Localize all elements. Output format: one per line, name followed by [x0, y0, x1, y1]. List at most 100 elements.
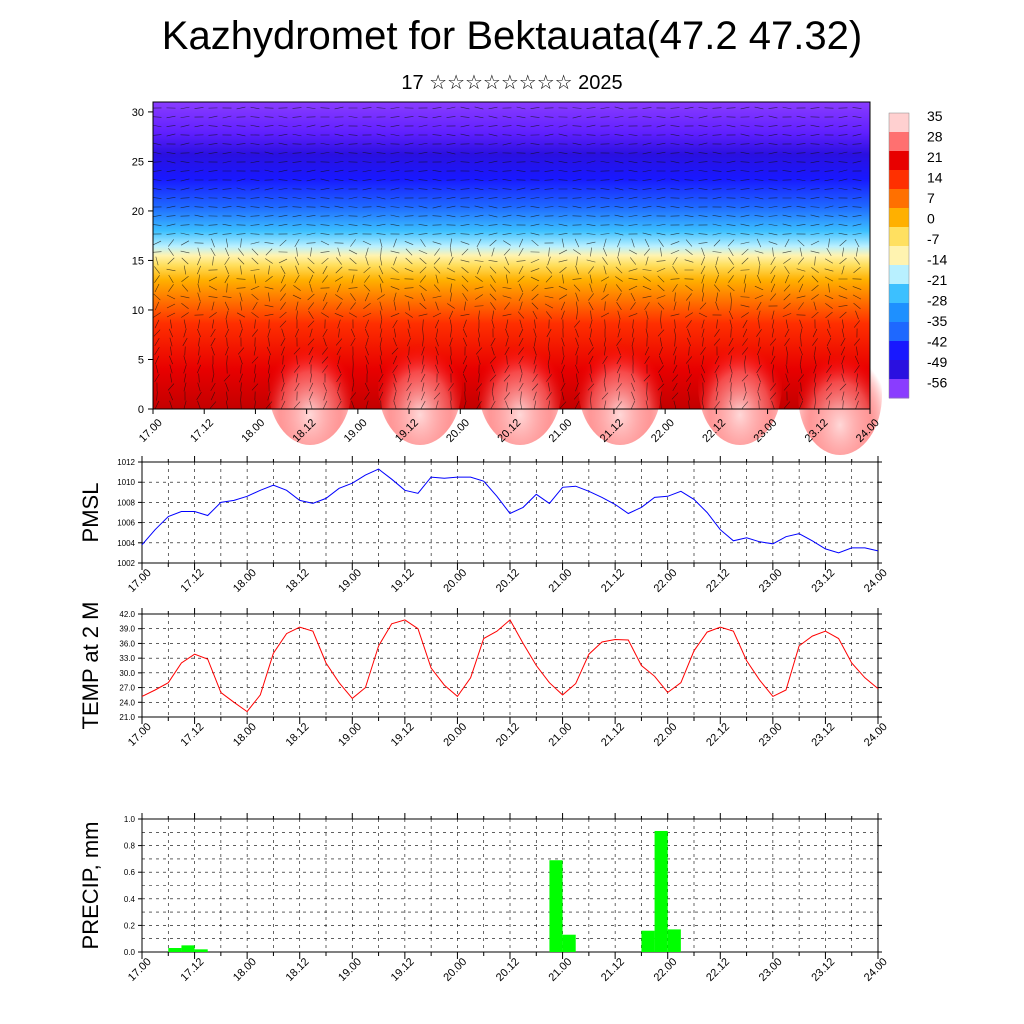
wind-barb: [251, 329, 259, 337]
warm-region: [478, 325, 562, 445]
wind-barb: [281, 382, 285, 392]
wind-barb: [476, 265, 482, 275]
wind-barb: [154, 337, 160, 347]
wind-barb: [657, 302, 665, 310]
wind-barb: [292, 224, 302, 226]
wind-barb: [590, 391, 592, 401]
wind-barb: [408, 346, 410, 356]
wind-barb: [813, 373, 817, 383]
wind-barb: [152, 187, 162, 191]
wind-barb: [784, 238, 790, 248]
wind-barb: [838, 169, 848, 173]
wind-barb: [264, 116, 274, 118]
x-tick-label: 18.00: [231, 956, 259, 984]
wind-barb: [432, 134, 442, 136]
wind-barb: [782, 170, 792, 172]
wind-barb: [782, 151, 792, 155]
wind-barb: [407, 328, 411, 338]
wind-barb: [825, 311, 833, 319]
wind-barb: [379, 337, 383, 347]
wind-barb: [433, 392, 441, 400]
wind-barb: [474, 214, 484, 218]
wind-barb: [657, 383, 665, 391]
wind-barb: [768, 187, 778, 191]
colorbar-label: -28: [927, 293, 947, 309]
wind-barb: [222, 196, 232, 200]
wind-barb: [336, 257, 342, 265]
wind-barb: [715, 382, 719, 392]
wind-barb: [629, 257, 637, 265]
wind-barb: [530, 116, 540, 118]
wind-barb: [390, 124, 400, 128]
wind-barb: [754, 169, 764, 173]
wind-barb: [824, 276, 834, 282]
wind-barb: [169, 373, 173, 383]
wind-barb: [208, 134, 218, 136]
wind-barb: [740, 170, 750, 172]
wind-barb: [783, 302, 791, 310]
wind-barb: [798, 283, 804, 293]
wind-barb: [296, 247, 298, 257]
wind-barb: [225, 238, 229, 248]
wind-barb: [208, 206, 218, 208]
wind-barb: [660, 310, 662, 320]
wind-barb: [294, 382, 300, 392]
wind-barb: [292, 233, 302, 235]
wind-barb: [418, 188, 428, 190]
wind-barb: [588, 337, 594, 347]
wind-barb: [701, 328, 705, 338]
wind-barb: [250, 179, 260, 181]
wind-barb: [726, 107, 736, 109]
wind-barb: [211, 301, 215, 311]
wind-barb: [251, 293, 259, 301]
wind-barb: [800, 382, 802, 392]
wind-barb: [768, 223, 778, 227]
x-tick-label: 21.12: [599, 721, 627, 749]
wind-barb: [586, 124, 596, 128]
x-tick-label: 20.12: [494, 956, 522, 984]
wind-barb: [210, 382, 216, 392]
wind-barb: [768, 107, 778, 109]
wind-barb: [152, 179, 162, 181]
wind-barb: [152, 251, 162, 253]
wind-barb: [379, 346, 383, 356]
wind-barb: [548, 337, 550, 347]
chart-title: Kazhydromet for Bektauata(47.2 47.32): [161, 14, 863, 58]
wind-barb: [572, 115, 582, 119]
wind-barb: [600, 106, 610, 110]
wind-barb: [181, 257, 189, 265]
wind-barb: [154, 319, 160, 329]
wind-barb: [810, 107, 820, 109]
wind-barb: [335, 266, 343, 274]
wind-barb: [853, 302, 861, 310]
wind-barb: [674, 292, 676, 302]
wind-barb: [184, 346, 186, 356]
wind-barb: [757, 310, 761, 320]
wind-barb: [532, 374, 538, 382]
wind-barb: [628, 249, 638, 255]
wind-barb: [603, 283, 607, 293]
wind-barb: [586, 107, 596, 109]
wind-barb: [418, 142, 428, 146]
wind-barb: [376, 196, 386, 200]
wind-barb: [825, 303, 833, 309]
wind-barb: [602, 356, 608, 364]
wind-barb: [502, 233, 512, 235]
wind-barb: [852, 143, 862, 145]
wind-barb: [489, 356, 497, 364]
wind-barb: [460, 197, 470, 199]
wind-barb: [197, 400, 201, 410]
wind-barb: [433, 266, 441, 274]
y-tick-label: 0.2: [124, 921, 136, 930]
wind-barb: [210, 247, 216, 257]
wind-barb: [824, 232, 834, 236]
wind-barb: [600, 116, 610, 118]
colorbar-swatch: [889, 208, 909, 228]
wind-barb: [474, 205, 484, 209]
wind-barb: [169, 337, 173, 347]
wind-barb: [432, 312, 442, 318]
wind-barb: [166, 133, 176, 137]
colorbar-swatch: [889, 322, 909, 342]
wind-barb: [754, 179, 764, 181]
wind-barb: [306, 169, 316, 173]
